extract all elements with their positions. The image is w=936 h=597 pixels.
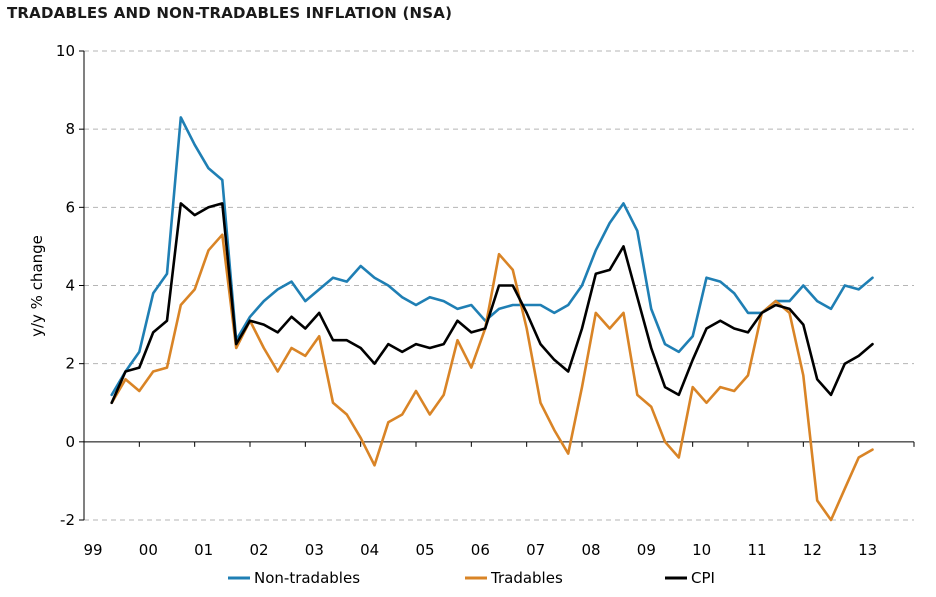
y-tick-label: 10 bbox=[56, 42, 75, 60]
x-tick-label: 09 bbox=[637, 541, 656, 559]
x-tick-label: 03 bbox=[305, 541, 324, 559]
series-line-cpi bbox=[110, 202, 874, 405]
x-tick-label: 04 bbox=[360, 541, 379, 559]
x-tick-label: 00 bbox=[139, 541, 158, 559]
y-tick-label: 2 bbox=[65, 355, 75, 373]
x-tick-label: 11 bbox=[747, 541, 766, 559]
y-tick-label: 4 bbox=[65, 277, 75, 295]
legend: Non-tradables Tradables CPI bbox=[228, 569, 715, 587]
x-tick-label: 10 bbox=[692, 541, 711, 559]
series-line-non-tradables bbox=[110, 116, 874, 397]
x-tick-label: 01 bbox=[194, 541, 213, 559]
x-tick-label: 13 bbox=[858, 541, 877, 559]
legend-label-cpi: CPI bbox=[691, 569, 715, 587]
y-tick-label: -2 bbox=[60, 511, 75, 529]
series-line-tradables bbox=[110, 233, 874, 522]
x-tick-label: 07 bbox=[526, 541, 545, 559]
legend-label-non-tradables: Non-tradables bbox=[254, 569, 360, 587]
axes bbox=[79, 50, 915, 521]
x-tick-label: 08 bbox=[581, 541, 600, 559]
x-tick-label: 99 bbox=[83, 541, 102, 559]
x-tick-label: 06 bbox=[471, 541, 490, 559]
y-tick-label: 8 bbox=[65, 120, 75, 138]
y-tick-label: 6 bbox=[65, 198, 75, 216]
chart-title: TRADABLES AND NON-TRADABLES INFLATION (N… bbox=[7, 4, 453, 22]
x-tick-label: 12 bbox=[803, 541, 822, 559]
x-tick-label: 02 bbox=[249, 541, 268, 559]
series-lines bbox=[110, 116, 874, 522]
y-tick-label: 0 bbox=[65, 433, 75, 451]
legend-label-tradables: Tradables bbox=[490, 569, 563, 587]
x-tick-label: 05 bbox=[415, 541, 434, 559]
y-axis-label: y/y % change bbox=[28, 235, 46, 337]
